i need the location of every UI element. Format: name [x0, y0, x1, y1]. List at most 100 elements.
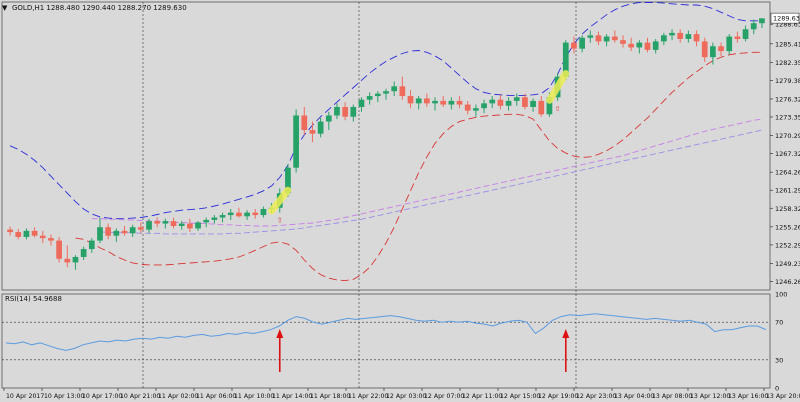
candle[interactable]: [252, 208, 259, 219]
candle[interactable]: [72, 255, 79, 270]
candle[interactable]: [358, 97, 365, 112]
time-tick-label: 11 Apr 02:00: [158, 393, 198, 400]
candle[interactable]: [579, 35, 585, 53]
candle[interactable]: [334, 103, 340, 120]
candle[interactable]: [595, 31, 602, 46]
candle[interactable]: [448, 97, 455, 110]
candle[interactable]: [260, 206, 267, 218]
candle[interactable]: [48, 234, 54, 246]
candle-body: [693, 34, 700, 42]
candle-body: [358, 99, 365, 107]
candle[interactable]: [505, 97, 512, 111]
candle[interactable]: [440, 96, 447, 107]
candle[interactable]: [137, 222, 144, 234]
candle[interactable]: [669, 29, 675, 41]
candle[interactable]: [211, 215, 218, 224]
candle[interactable]: [80, 246, 87, 261]
candle[interactable]: [64, 245, 71, 268]
candle[interactable]: [636, 40, 643, 54]
candle[interactable]: [571, 36, 577, 54]
candle[interactable]: [538, 96, 545, 117]
symbol-arrow-icon[interactable]: ▼: [2, 4, 8, 12]
candle[interactable]: [162, 218, 169, 229]
candle[interactable]: [742, 25, 749, 42]
candle[interactable]: [178, 221, 185, 230]
candle[interactable]: [750, 19, 757, 35]
candle[interactable]: [677, 29, 684, 43]
candle[interactable]: [399, 76, 406, 100]
candle[interactable]: [407, 89, 414, 109]
candle[interactable]: [366, 92, 373, 105]
candle[interactable]: [309, 121, 316, 143]
candle[interactable]: [652, 38, 659, 54]
candle[interactable]: [391, 81, 398, 97]
time-tick-label: 11 Apr 06:00: [196, 393, 236, 400]
candle[interactable]: [620, 35, 626, 48]
candle[interactable]: [227, 208, 234, 220]
candle[interactable]: [644, 37, 651, 53]
candle[interactable]: [464, 100, 471, 115]
candle[interactable]: [97, 217, 103, 244]
candle[interactable]: [39, 230, 46, 244]
candle[interactable]: [710, 42, 716, 65]
time-tick-label: 13 Apr 12:00: [690, 393, 730, 400]
candle-body: [129, 227, 136, 234]
candle[interactable]: [121, 225, 128, 236]
candle[interactable]: [317, 117, 324, 138]
candle[interactable]: [424, 93, 430, 107]
candle[interactable]: [383, 88, 389, 100]
candle[interactable]: [170, 217, 177, 229]
candle[interactable]: [415, 96, 422, 110]
candle[interactable]: [718, 42, 724, 56]
candle[interactable]: [693, 30, 700, 47]
candle[interactable]: [734, 31, 741, 43]
rsi-signal-arrow-icon: [562, 329, 570, 372]
candle[interactable]: [350, 104, 357, 122]
candle[interactable]: [530, 98, 536, 112]
chart-grid: [1, 1, 771, 389]
candle[interactable]: [473, 104, 479, 117]
candle[interactable]: [236, 207, 242, 218]
candle[interactable]: [497, 94, 504, 110]
candle[interactable]: [432, 97, 438, 111]
candle[interactable]: [203, 217, 210, 228]
candle[interactable]: [325, 111, 332, 131]
candle[interactable]: [88, 238, 95, 253]
candle[interactable]: [23, 228, 30, 240]
candle[interactable]: [187, 218, 193, 233]
candle[interactable]: [15, 229, 22, 240]
candle[interactable]: [603, 34, 610, 47]
candle[interactable]: [244, 210, 250, 220]
candle[interactable]: [105, 223, 112, 240]
candle[interactable]: [611, 30, 618, 43]
time-tick-label: 10 Apr 2017: [6, 393, 44, 400]
candle[interactable]: [56, 236, 62, 263]
candle[interactable]: [522, 93, 528, 110]
candle[interactable]: [374, 91, 381, 103]
candle[interactable]: [7, 226, 13, 236]
candle[interactable]: [219, 212, 226, 223]
candle[interactable]: [154, 217, 161, 228]
candle[interactable]: [481, 99, 487, 114]
candle[interactable]: [129, 224, 136, 237]
candle-body: [178, 223, 185, 226]
candle[interactable]: [628, 37, 635, 52]
candle[interactable]: [456, 96, 463, 109]
candle[interactable]: [195, 221, 201, 231]
candle[interactable]: [31, 227, 38, 238]
candle[interactable]: [342, 102, 348, 121]
candle[interactable]: [726, 34, 733, 55]
candle[interactable]: [146, 218, 152, 234]
candle[interactable]: [489, 96, 496, 109]
candle[interactable]: [301, 106, 308, 135]
candle[interactable]: [701, 37, 708, 63]
candle[interactable]: [293, 109, 299, 173]
candle[interactable]: [113, 228, 120, 242]
candle[interactable]: [759, 18, 765, 29]
candle[interactable]: [587, 30, 594, 43]
candle[interactable]: [685, 30, 692, 43]
candle[interactable]: [660, 32, 667, 46]
candle[interactable]: [513, 93, 520, 106]
